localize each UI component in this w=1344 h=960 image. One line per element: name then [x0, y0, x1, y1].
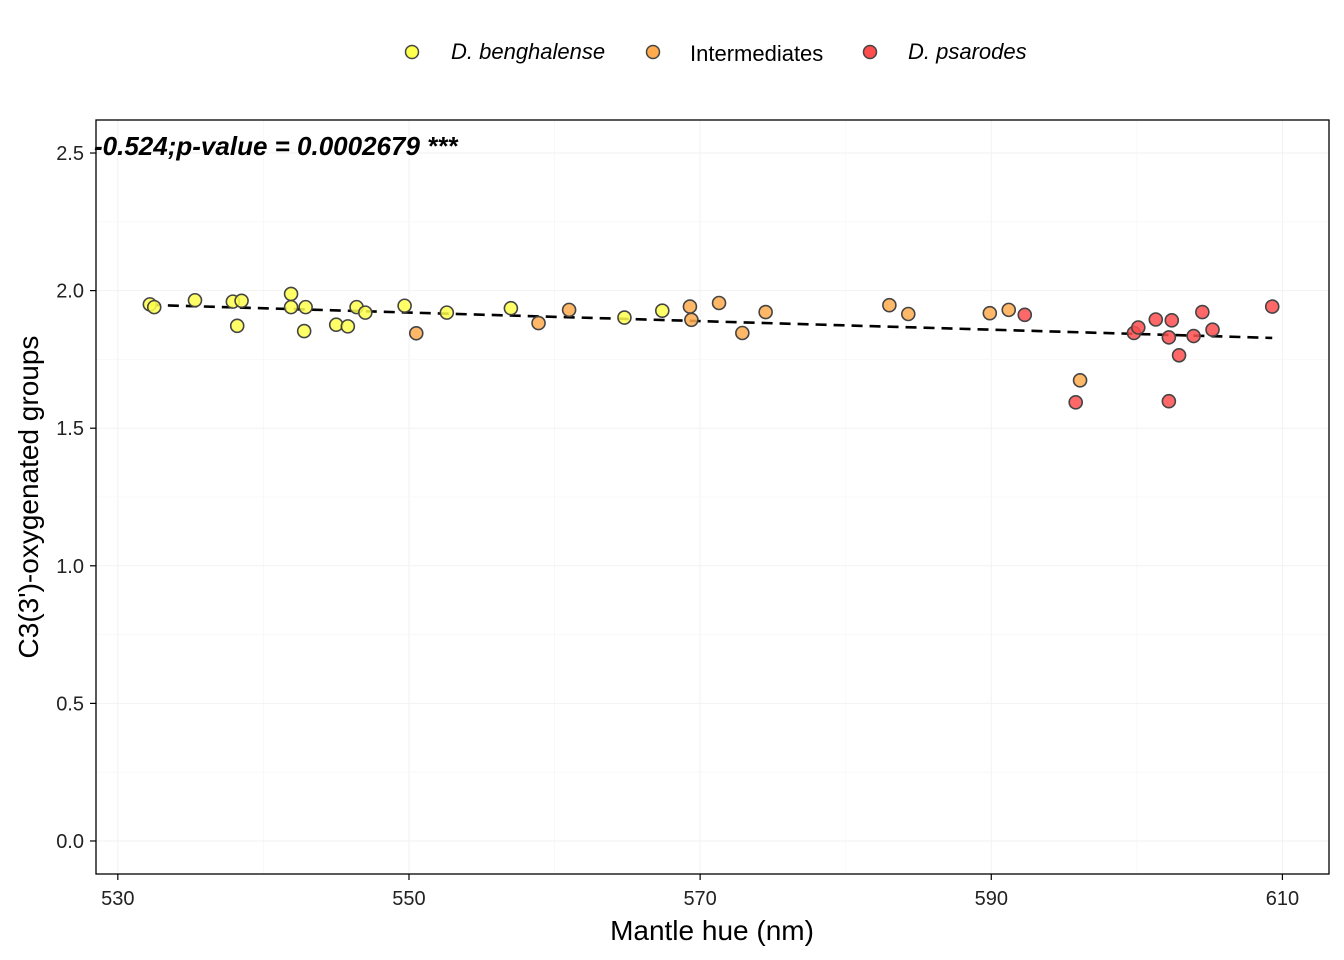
y-tick-label: 2.0 [56, 281, 84, 303]
trend-line-group [149, 303, 1273, 340]
x-tick-label: 570 [683, 888, 716, 910]
y-tick-label: 1.5 [56, 418, 84, 440]
data-point [397, 298, 412, 314]
data-point [617, 310, 632, 325]
data-point [561, 302, 577, 318]
data-point [882, 297, 897, 313]
data-point [283, 299, 299, 315]
x-tick-label: 610 [1266, 888, 1299, 910]
x-tick-label: 590 [975, 888, 1008, 910]
data-point [684, 312, 699, 328]
data-point [1171, 347, 1187, 363]
legend-marker-intermediates [645, 44, 661, 60]
data-point [1205, 322, 1220, 337]
grid-lines [96, 120, 1329, 874]
data-point [682, 299, 698, 314]
correlation-annotation: -0.524;p-value = 0.0002679 *** [94, 131, 459, 161]
y-axis: 0.0 0.5 1.0 1.5 2.0 2.5 [56, 143, 96, 853]
legend: D. benghalense Intermediates D. psarodes [404, 39, 1027, 66]
data-point [1161, 393, 1177, 409]
data-point [1068, 395, 1084, 410]
data-point [1001, 302, 1017, 318]
data-point [229, 318, 245, 334]
trend-line [149, 303, 1273, 340]
x-axis: 530 550 570 590 610 [101, 874, 1299, 910]
data-point [296, 323, 312, 339]
data-point [234, 293, 249, 309]
data-point [982, 305, 998, 321]
legend-label-benghalense: D. benghalense [451, 39, 605, 64]
legend-marker-psarodes [862, 44, 878, 60]
y-axis-title: C3(3')-oxygenated groups [13, 336, 44, 659]
data-point [758, 304, 773, 320]
data-points [142, 286, 1280, 410]
data-point [358, 305, 373, 320]
data-point [340, 319, 356, 334]
data-point [711, 295, 727, 311]
data-point [531, 315, 546, 331]
data-point [1017, 307, 1033, 323]
y-tick-label: 1.0 [56, 556, 84, 578]
data-point [1148, 312, 1164, 327]
data-point [1164, 313, 1180, 328]
legend-label-psarodes: D. psarodes [908, 39, 1027, 64]
data-point [503, 300, 519, 316]
x-axis-title: Mantle hue (nm) [610, 915, 814, 946]
legend-marker-benghalense [404, 44, 420, 60]
data-point [283, 286, 299, 302]
y-tick-label: 2.5 [56, 143, 84, 165]
data-point [187, 292, 203, 308]
y-tick-label: 0.0 [56, 831, 84, 853]
data-point [1130, 320, 1146, 335]
data-point [439, 305, 455, 320]
plot-panel-border [95, 119, 1330, 875]
data-point [1186, 328, 1201, 344]
data-point [146, 299, 162, 315]
y-tick-label: 0.5 [56, 693, 84, 715]
data-point [298, 299, 313, 315]
data-point [1072, 373, 1088, 388]
data-point [1264, 299, 1280, 314]
data-point [654, 303, 670, 319]
legend-label-intermediates: Intermediates [690, 41, 823, 66]
x-tick-label: 530 [101, 888, 134, 910]
data-point [900, 306, 916, 322]
data-point [1161, 330, 1177, 345]
data-point [1195, 304, 1210, 320]
x-tick-label: 550 [392, 888, 425, 910]
data-point [735, 325, 750, 341]
data-point [408, 325, 424, 341]
